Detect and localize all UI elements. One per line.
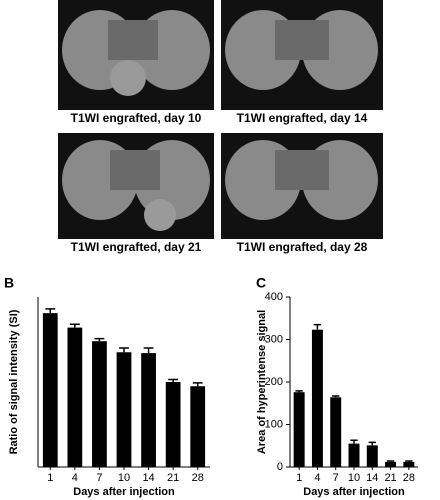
bar (348, 443, 360, 467)
x-tick-label: 1 (47, 472, 53, 484)
bar (141, 353, 156, 467)
error-bar (350, 439, 358, 444)
error-bar (168, 378, 179, 382)
bar (165, 382, 181, 467)
bar (311, 329, 323, 467)
error-bar (313, 323, 322, 330)
x-tick-label: 28 (403, 472, 415, 484)
image-caption: T1WI engrafted, day 21 (71, 240, 202, 254)
error-bar (332, 395, 340, 398)
error-bar (386, 460, 395, 462)
image-caption: T1WI engrafted, day 10 (71, 111, 202, 125)
mri-image (221, 0, 383, 110)
y-tick-label: 0 (277, 461, 283, 473)
mri-image (221, 133, 383, 239)
mri-image (58, 133, 214, 239)
x-tick-label: 4 (314, 472, 320, 484)
y-tick-label: 300 (265, 333, 283, 345)
y-axis-label: Ratio of signal intensity (SI) (8, 309, 20, 454)
x-tick-label: 1 (296, 472, 302, 484)
y-tick-label: 200 (265, 376, 283, 388)
bar (190, 386, 206, 467)
bar (116, 352, 132, 467)
x-tick-label: 7 (96, 472, 102, 484)
bar (330, 397, 342, 467)
x-tick-label: 14 (142, 472, 154, 484)
x-tick-label: 7 (333, 472, 339, 484)
x-axis-label: Days after injection (303, 486, 405, 498)
error-bar (69, 323, 80, 328)
y-axis-label: Area of hyperintense signal (256, 310, 268, 454)
error-bar (368, 441, 376, 446)
y-tick-label: 100 (265, 418, 283, 430)
error-bar (94, 337, 105, 342)
x-tick-label: 21 (167, 472, 179, 484)
error-bar (295, 390, 303, 393)
x-tick-label: 28 (192, 472, 204, 484)
error-bar (143, 347, 154, 354)
x-tick-label: 10 (348, 472, 360, 484)
error-bar (45, 308, 56, 314)
panel-label: C (256, 275, 266, 291)
bar (42, 313, 58, 467)
bar (67, 327, 83, 467)
bar (366, 445, 378, 467)
image-caption: T1WI engrafted, day 14 (237, 111, 368, 125)
bar (403, 461, 415, 467)
bar (92, 341, 107, 467)
mri-image (58, 0, 214, 110)
x-tick-label: 21 (384, 472, 396, 484)
x-tick-label: 14 (366, 472, 378, 484)
panel-label: B (4, 275, 14, 291)
error-bar (119, 347, 129, 353)
x-tick-label: 10 (118, 472, 130, 484)
x-tick-label: 4 (72, 472, 78, 484)
bar (385, 461, 397, 467)
image-caption: T1WI engrafted, day 28 (237, 240, 368, 254)
error-bar (192, 382, 203, 387)
x-axis-label: Days after injection (73, 486, 175, 498)
error-bar (405, 460, 413, 462)
bar (293, 392, 305, 467)
y-tick-label: 400 (265, 291, 283, 303)
